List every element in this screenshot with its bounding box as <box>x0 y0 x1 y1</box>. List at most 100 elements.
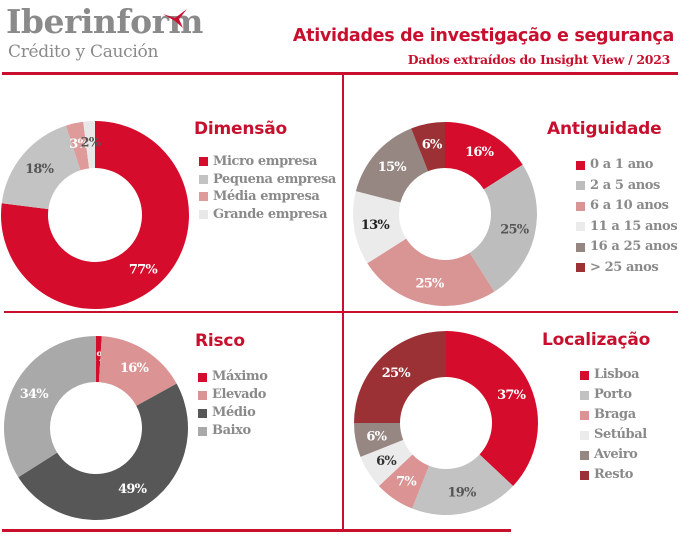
legend-risco: Máximo Elevado Médio Baixo <box>198 368 268 440</box>
legend-item-25-anos: > 25 anos <box>576 258 677 279</box>
legend-swatch <box>198 390 207 400</box>
data-label-resto: 25% <box>382 366 411 381</box>
slice-0-a-1-ano <box>445 122 523 190</box>
vertical-divider <box>342 73 344 531</box>
legend-swatch <box>580 370 589 380</box>
legend-label: Porto <box>594 387 632 402</box>
legend-label: 0 a 1 ano <box>590 157 654 172</box>
data-label-11-a-15-anos: 13% <box>361 218 390 233</box>
legend-item-porto: Porto <box>580 385 647 405</box>
legend-swatch <box>576 242 585 252</box>
legend-swatch <box>198 372 207 382</box>
slice-baixo <box>4 336 96 478</box>
legend-item-media-empresa: Média empresa <box>199 188 336 206</box>
chart-title-risco: Risco <box>195 331 245 351</box>
slice-resto <box>354 331 446 423</box>
legend-swatch <box>199 209 208 219</box>
legend-item-11-a-15-anos: 11 a 15 anos <box>576 217 678 238</box>
donut-chart-risco: 1%16%49%34% <box>4 336 189 521</box>
chart-title-dimensao: Dimensão <box>194 119 287 139</box>
legend-label: Pequena empresa <box>213 171 336 187</box>
page-subtitle: Dados extraídos do Insight View / 2023 <box>407 52 671 67</box>
slice-setubal <box>360 439 413 486</box>
slice-lisboa <box>446 331 538 486</box>
legend-item-medio: Médio <box>198 404 268 422</box>
legend-swatch <box>580 390 589 400</box>
legend-label: Resto <box>594 467 634 482</box>
legend-item-6-a-10-anos: 6 a 10 anos <box>576 196 677 217</box>
slice-25-anos <box>411 122 445 172</box>
slice-6-a-10-anos <box>367 238 495 306</box>
legend-swatch <box>580 470 589 480</box>
page-title: Atividades de investigação e segurança <box>292 26 674 46</box>
legend-label: Lisboa <box>594 367 640 382</box>
slice-braga <box>378 454 430 509</box>
logo-wordmark: Iberinform <box>6 2 203 41</box>
legend-item-maximo: Máximo <box>198 368 268 386</box>
legend-item-2-a-5-anos: 2 a 5 anos <box>576 176 677 197</box>
middle-divider <box>4 311 678 313</box>
data-label-grande-empresa: 2% <box>81 136 102 151</box>
legend-label: 6 a 10 anos <box>590 198 669 213</box>
slice-11-a-15-anos <box>353 191 407 264</box>
legend-swatch <box>198 408 207 418</box>
data-label-lisboa: 37% <box>497 388 526 403</box>
chart-title-localizacao: Localização <box>542 330 651 350</box>
slice-media-empresa <box>65 121 90 171</box>
legend-label: Aveiro <box>594 447 638 462</box>
data-label-25-anos: 6% <box>422 137 443 152</box>
donut-chart-antiguidade: 16% 25% 25% 13% 15% 6% <box>353 122 537 306</box>
data-label-micro-empresa: 77% <box>129 262 158 277</box>
legend-swatch <box>199 192 208 202</box>
donut-chart-dimensao: 77%18%3%2% <box>1 121 190 309</box>
slice-grande-empresa <box>83 121 95 169</box>
legend-item-grande-empresa: Grande empresa <box>199 206 336 224</box>
legend-item-resto: Resto <box>580 465 647 485</box>
chart-title-antiguidade: Antiguidade <box>547 119 662 139</box>
legend-swatch <box>576 201 585 211</box>
slice-16-a-25-anos <box>355 128 429 203</box>
donut-chart-localizacao: 37% 19% 7% 6% 6% 25% <box>354 331 538 515</box>
slice-micro-empresa <box>1 121 190 309</box>
legend-item-setubal: Setúbal <box>580 425 647 445</box>
data-label-aveiro: 6% <box>366 429 387 444</box>
legend-item-0-a-1-ano: 0 a 1 ano <box>576 155 677 176</box>
legend-swatch <box>580 450 589 460</box>
data-label-6-a-10-anos: 25% <box>415 276 444 291</box>
legend-item-elevado: Elevado <box>198 386 268 404</box>
legend-swatch <box>199 157 208 167</box>
legend-label: > 25 anos <box>590 259 659 275</box>
legend-label: Média empresa <box>213 189 320 204</box>
legend-swatch <box>576 160 585 170</box>
data-label-baixo: 34% <box>20 387 49 402</box>
legend-swatch <box>198 426 207 436</box>
legend-item-pequena-empresa: Pequena empresa <box>199 171 336 189</box>
legend-label: 2 a 5 anos <box>590 177 660 193</box>
legend-item-micro-empresa: Micro empresa <box>199 153 336 171</box>
slice-porto <box>412 454 514 515</box>
legend-swatch <box>580 430 589 440</box>
legend-item-16-a-25-anos: 16 a 25 anos <box>576 237 678 258</box>
legend-swatch <box>576 222 585 232</box>
legend-dimensao: Micro empresa Pequena empresa Média empres… <box>199 153 336 223</box>
legend-label: 16 a 25 anos <box>590 239 678 254</box>
header-divider <box>2 72 678 75</box>
slice-medio <box>18 383 189 521</box>
legend-label: Braga <box>594 407 636 422</box>
legend-localizacao: Lisboa Porto Braga Setúbal Aveiro Resto <box>580 365 647 485</box>
legend-label: Médio <box>212 405 256 420</box>
legend-label: 11 a 15 anos <box>590 218 678 234</box>
data-label-elevado: 16% <box>120 361 149 376</box>
legend-label: Elevado <box>212 387 267 402</box>
slice-maximo <box>96 336 102 383</box>
legend-swatch <box>576 263 585 273</box>
legend-swatch <box>576 181 585 191</box>
legend-antiguidade: 0 a 1 ano 2 a 5 anos 6 a 10 anos 11 a 15 an… <box>576 155 678 279</box>
legend-label: Baixo <box>212 423 251 438</box>
legend-item-braga: Braga <box>580 405 647 425</box>
data-label-braga: 7% <box>396 475 417 490</box>
legend-label: Setúbal <box>594 427 647 442</box>
slice-aveiro <box>354 423 404 457</box>
data-label-0-a-1-ano: 16% <box>465 145 494 160</box>
legend-label: Grande empresa <box>213 206 328 222</box>
